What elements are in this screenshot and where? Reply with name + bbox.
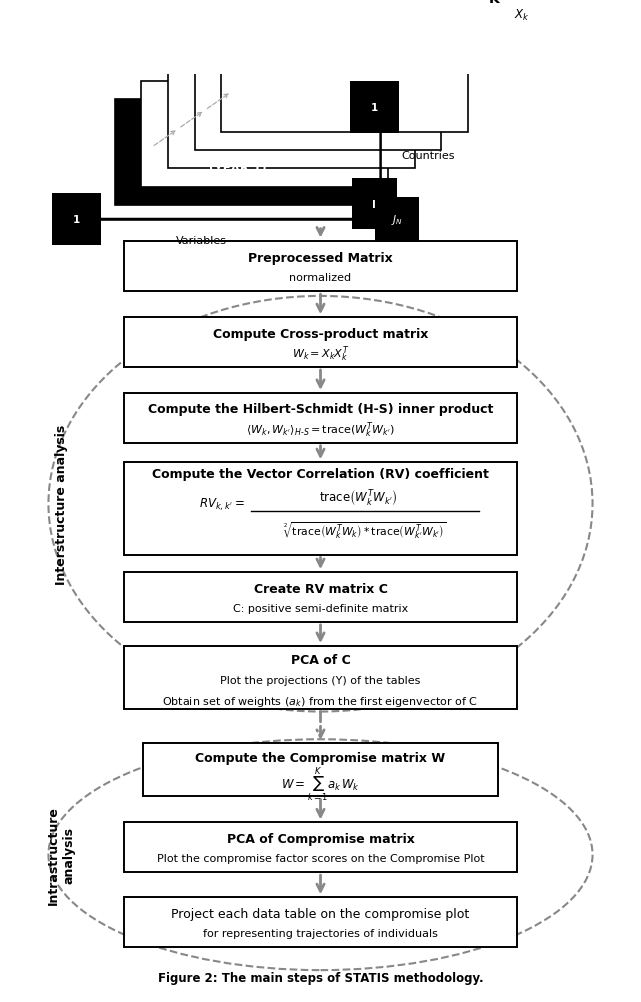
Bar [195, 45, 442, 151]
Text: Create RV matrix C: Create RV matrix C [254, 582, 387, 595]
Text: K: K [489, 0, 499, 6]
Text: $\langle W_k,W_{k'}\rangle_{H\text{-}S} = \mathrm{trace}(W_k^T W_{k'})$: $\langle W_k,W_{k'}\rangle_{H\text{-}S} … [246, 420, 395, 439]
Bar [142, 81, 388, 187]
Text: $\sqrt[2]{\mathrm{trace}\left(W_k^T W_k\right)*\mathrm{trace}\left(W_{k^{\prime}: $\sqrt[2]{\mathrm{trace}\left(W_k^T W_k\… [283, 520, 447, 540]
Bar [124, 897, 517, 947]
Text: Figure 2: The main steps of STATIS methodology.: Figure 2: The main steps of STATIS metho… [158, 971, 483, 984]
Text: Compute Cross-product matrix: Compute Cross-product matrix [213, 328, 428, 341]
Bar [221, 26, 468, 132]
Text: Variables: Variables [176, 235, 227, 245]
Text: $W = \sum_{k=1}^{K} a_k\, W_k$: $W = \sum_{k=1}^{K} a_k\, W_k$ [281, 765, 360, 803]
Text: PCA of Compromise matrix: PCA of Compromise matrix [226, 832, 415, 845]
Bar [124, 572, 517, 622]
Text: Plot the compromise factor scores on the Compromise Plot: Plot the compromise factor scores on the… [156, 854, 485, 864]
Text: Preprocessed Matrix: Preprocessed Matrix [248, 252, 393, 265]
Bar [124, 823, 517, 873]
Bar [124, 394, 517, 443]
Text: I: I [372, 199, 376, 209]
Text: $X_1$: $X_1$ [229, 132, 247, 150]
Text: normalized: normalized [290, 274, 351, 283]
Bar [168, 63, 415, 169]
Text: 1: 1 [72, 215, 80, 225]
Text: $X_k$: $X_k$ [514, 8, 529, 23]
Bar [144, 743, 497, 797]
Text: 1: 1 [370, 103, 378, 113]
Text: Interstructure analysis: Interstructure analysis [54, 424, 67, 584]
Text: for representing trajectories of individuals: for representing trajectories of individ… [203, 928, 438, 938]
Text: Obtain set of weights ($a_k$) from the first eigenvector of C: Obtain set of weights ($a_k$) from the f… [162, 694, 479, 708]
Bar [124, 318, 517, 368]
Text: Project each data table on the compromise plot: Project each data table on the compromis… [171, 907, 470, 920]
Bar [124, 242, 517, 292]
Text: Compute the Hilbert-Schmidt (H-S) inner product: Compute the Hilbert-Schmidt (H-S) inner … [148, 403, 493, 416]
Text: Countries: Countries [401, 151, 455, 161]
Bar [124, 646, 517, 709]
Text: Compute the Compromise matrix W: Compute the Compromise matrix W [196, 752, 445, 765]
Text: $RV_{k,k^{\prime}}=$: $RV_{k,k^{\prime}}=$ [199, 496, 245, 512]
Text: C: positive semi-definite matrix: C: positive semi-definite matrix [233, 603, 408, 613]
Text: PCA of C: PCA of C [290, 653, 351, 666]
Text: $W_k = X_k X_k^T$: $W_k = X_k X_k^T$ [292, 344, 349, 364]
Bar [124, 463, 517, 555]
Text: (YEAR 1): (YEAR 1) [210, 161, 267, 174]
Text: $J_N$: $J_N$ [391, 213, 403, 227]
Text: Intrastructure
analysis: Intrastructure analysis [47, 806, 75, 904]
Text: Plot the projections (Y) of the tables: Plot the projections (Y) of the tables [221, 675, 420, 685]
Text: Compute the Vector Correlation (RV) coefficient: Compute the Vector Correlation (RV) coef… [152, 467, 489, 480]
Bar [115, 100, 362, 206]
Text: $\mathrm{trace}\left(W_k^T W_{k^{\prime}}\right)$: $\mathrm{trace}\left(W_k^T W_{k^{\prime}… [319, 488, 398, 508]
